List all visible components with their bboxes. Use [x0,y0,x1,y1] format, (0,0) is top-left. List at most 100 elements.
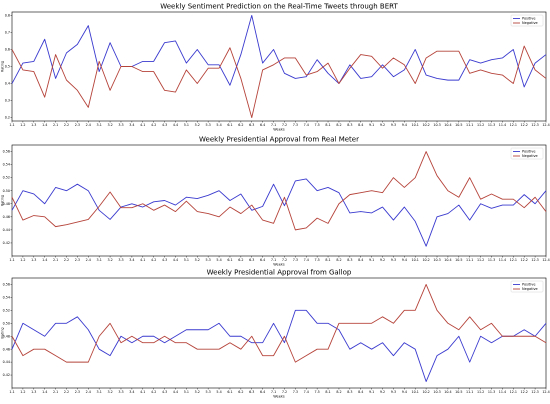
x-tick-label: 8.1 [325,258,330,262]
y-tick-label: 0.50 [3,321,10,325]
y-tick-label: 0.52 [3,308,10,312]
x-tick-label: 5.2 [195,258,200,262]
x-tick-label: 7.1 [271,123,276,127]
x-tick-label: 11.4 [499,258,506,262]
x-tick-label: 1.2 [20,390,25,394]
x-tick-label: 7.4 [304,390,309,394]
x-tick-label: 4.3 [162,123,167,127]
x-tick-label: 10.2 [422,258,429,262]
y-tick-label: 0.42 [3,241,10,245]
x-tick-label: 12.4 [542,390,549,394]
x-tick-label: 4.1 [140,258,145,262]
legend-entry: Positive [522,17,536,21]
x-tick-label: 8.3 [347,123,352,127]
x-tick-label: 1.2 [20,123,25,127]
x-tick-label: 7.3 [293,258,298,262]
y-tick-label: 0.6 [5,48,10,52]
x-tick-label: 3.3 [118,390,123,394]
x-tick-label: 11.3 [488,390,495,394]
series-line-positive [11,14,547,88]
x-tick-label: 4.3 [162,390,167,394]
x-tick-label: 7.1 [271,390,276,394]
y-tick-label: 0.48 [3,334,10,338]
x-tick-label: 9.1 [369,258,374,262]
x-tick-label: 9.3 [391,258,396,262]
x-tick-label: 3.1 [97,123,102,127]
x-tick-label: 7.2 [282,258,287,262]
x-tick-label: 10.1 [412,390,419,394]
x-tick-label: 1.3 [31,390,36,394]
x-tick-label: 10.4 [444,258,451,262]
x-tick-label: 5.1 [184,390,189,394]
x-tick-label: 3.4 [129,123,134,127]
y-tick-label: 0.50 [3,189,10,193]
x-tick-label: 1.4 [42,258,47,262]
x-tick-label: 7.1 [271,258,276,262]
x-tick-label: 1.2 [20,258,25,262]
x-tick-label: 2.2 [64,258,69,262]
y-axis-label: Rating [1,327,5,338]
y-tick-label: 0.56 [3,283,10,287]
x-tick-label: 7.4 [304,123,309,127]
y-tick-label: 0.2 [5,116,10,120]
x-tick-label: 4.1 [140,390,145,394]
x-tick-label: 9.3 [391,123,396,127]
x-tick-label: 10.3 [433,390,440,394]
x-tick-label: 10.3 [433,258,440,262]
chart-title: Weekly Sentiment Prediction on the Real-… [160,3,398,11]
y-tick-label: 0.3 [5,99,10,103]
x-tick-label: 12.3 [531,123,538,127]
x-tick-label: 6.4 [260,258,265,262]
legend-entry: Positive [522,150,536,154]
x-tick-label: 7.5 [315,258,320,262]
chart-title: Weekly Presidential Approval from Gallop [207,269,352,277]
x-tick-label: 9.4 [402,390,407,394]
x-tick-label: 10.3 [433,123,440,127]
x-tick-label: 4.3 [162,258,167,262]
x-tick-label: 6.3 [249,258,254,262]
x-tick-label: 2.4 [86,123,91,127]
x-tick-label: 6.1 [227,123,232,127]
x-tick-label: 5.1 [184,123,189,127]
x-tick-label: 9.4 [402,258,407,262]
x-tick-label: 9.2 [380,258,385,262]
x-tick-label: 3.2 [107,123,112,127]
x-axis-label: Weeks [273,263,285,267]
x-tick-label: 12.4 [542,123,549,127]
x-tick-label: 1.3 [31,258,36,262]
x-axis-label: Weeks [273,395,285,399]
x-tick-label: 6.3 [249,123,254,127]
x-tick-label: 8.3 [347,390,352,394]
x-tick-label: 4.4 [173,258,178,262]
x-tick-label: 6.4 [260,123,265,127]
x-tick-label: 11.2 [477,258,484,262]
y-tick-label: 0.56 [3,150,10,154]
legend-entry: Positive [522,283,536,287]
x-tick-label: 10.4 [444,390,451,394]
chart-3: Weekly Presidential Approval from Gallop… [1,269,550,399]
x-tick-label: 11.1 [466,123,473,127]
x-tick-label: 1.1 [9,258,14,262]
x-tick-label: 8.1 [325,390,330,394]
x-tick-label: 12.4 [542,258,549,262]
y-tick-label: 0.4 [5,82,10,86]
x-tick-label: 5.2 [195,390,200,394]
x-tick-label: 7.2 [282,390,287,394]
y-tick-label: 0.48 [3,202,10,206]
x-tick-label: 2.3 [75,123,80,127]
x-tick-label: 2.1 [53,258,58,262]
x-tick-label: 5.3 [206,258,211,262]
x-tick-label: 11.4 [499,123,506,127]
x-tick-label: 12.1 [510,258,517,262]
x-tick-label: 11.1 [466,258,473,262]
series-line-negative [11,284,547,363]
chart-2: Weekly Presidential Approval from Real M… [1,136,550,267]
y-tick-label: 0.46 [3,347,10,351]
x-tick-label: 5.3 [206,390,211,394]
x-tick-label: 10.5 [455,258,462,262]
x-tick-label: 9.1 [369,390,374,394]
x-tick-label: 7.2 [282,123,287,127]
x-tick-label: 2.1 [53,390,58,394]
